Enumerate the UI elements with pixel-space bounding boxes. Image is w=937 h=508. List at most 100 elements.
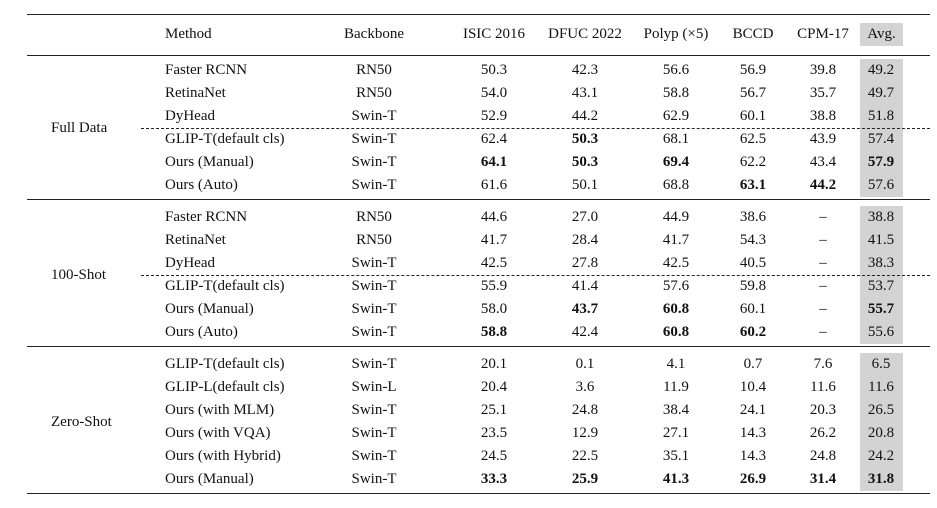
value-cell: 62.2	[739, 154, 767, 170]
value-cell: 12.9	[571, 425, 599, 441]
value-cell: 60.1	[739, 108, 767, 124]
method-cell: Ours (Auto)	[165, 177, 238, 193]
top-rule	[27, 14, 930, 15]
value-cell: 4.1	[666, 356, 686, 372]
value-cell: 50.3	[571, 131, 599, 147]
value-cell: 41.4	[571, 278, 599, 294]
method-cell: Faster RCNN	[165, 62, 248, 78]
column-header: BCCD	[732, 26, 774, 42]
avg-cell: 51.8	[867, 108, 895, 124]
value-cell: 25.1	[480, 402, 508, 418]
avg-column-highlight	[860, 353, 903, 491]
value-cell: 44.6	[480, 209, 508, 225]
column-header: Polyp (×5)	[643, 26, 709, 42]
value-cell: 58.0	[480, 301, 508, 317]
value-cell: 0.7	[743, 356, 763, 372]
column-header: Backbone	[344, 26, 404, 42]
bottom-rule	[27, 493, 930, 494]
value-cell: 56.9	[739, 62, 767, 78]
value-cell: 25.9	[571, 471, 599, 487]
value-cell: 62.5	[739, 131, 767, 147]
value-cell: 14.3	[739, 448, 767, 464]
method-cell: DyHead	[165, 108, 215, 124]
value-cell: 54.0	[480, 85, 508, 101]
avg-cell: 55.7	[867, 301, 895, 317]
value-cell: –	[819, 324, 827, 340]
value-cell: 42.5	[480, 255, 508, 271]
value-cell: 24.8	[571, 402, 599, 418]
value-cell: 24.8	[809, 448, 837, 464]
value-cell: 26.2	[809, 425, 837, 441]
method-cell: Ours (Manual)	[165, 154, 254, 170]
value-cell: –	[819, 209, 827, 225]
value-cell: 20.3	[809, 402, 837, 418]
value-cell: 44.2	[571, 108, 599, 124]
value-cell: 44.2	[809, 177, 837, 193]
value-cell: 39.8	[809, 62, 837, 78]
method-cell: GLIP-L(default cls)	[165, 379, 285, 395]
backbone-cell: RN50	[356, 85, 392, 101]
value-cell: 43.7	[571, 301, 599, 317]
value-cell: 31.4	[809, 471, 837, 487]
value-cell: 11.6	[810, 379, 836, 395]
value-cell: 57.6	[662, 278, 690, 294]
backbone-cell: RN50	[356, 62, 392, 78]
avg-cell: 49.7	[867, 85, 895, 101]
backbone-cell: Swin-T	[351, 278, 397, 294]
value-cell: –	[819, 301, 827, 317]
value-cell: 60.8	[662, 324, 690, 340]
value-cell: 35.7	[809, 85, 837, 101]
value-cell: 41.7	[480, 232, 508, 248]
value-cell: 35.1	[662, 448, 690, 464]
value-cell: 60.2	[739, 324, 767, 340]
method-cell: GLIP-T(default cls)	[165, 131, 285, 147]
backbone-cell: Swin-T	[351, 154, 397, 170]
avg-cell: 38.3	[867, 255, 895, 271]
value-cell: 20.1	[480, 356, 508, 372]
value-cell: 60.8	[662, 301, 690, 317]
backbone-cell: Swin-T	[351, 402, 397, 418]
value-cell: 38.6	[739, 209, 767, 225]
method-cell: Ours (Manual)	[165, 301, 254, 317]
group-label: Zero-Shot	[51, 413, 112, 430]
backbone-cell: Swin-T	[351, 255, 397, 271]
value-cell: 24.1	[739, 402, 767, 418]
avg-cell: 55.6	[867, 324, 895, 340]
value-cell: 50.3	[571, 154, 599, 170]
backbone-cell: Swin-T	[351, 356, 397, 372]
method-cell: Faster RCNN	[165, 209, 248, 225]
value-cell: 58.8	[662, 85, 690, 101]
value-cell: 27.0	[571, 209, 599, 225]
value-cell: 59.8	[739, 278, 767, 294]
method-cell: DyHead	[165, 255, 215, 271]
avg-cell: 49.2	[867, 62, 895, 78]
backbone-cell: Swin-T	[351, 177, 397, 193]
backbone-cell: Swin-T	[351, 131, 397, 147]
value-cell: 50.1	[571, 177, 599, 193]
value-cell: 24.5	[480, 448, 508, 464]
value-cell: 68.1	[662, 131, 690, 147]
value-cell: 58.8	[480, 324, 508, 340]
value-cell: 43.9	[809, 131, 837, 147]
value-cell: 3.6	[575, 379, 595, 395]
header-rule	[27, 55, 930, 56]
avg-cell: 31.8	[867, 471, 895, 487]
method-cell: Ours (Manual)	[165, 471, 254, 487]
avg-cell: 20.8	[867, 425, 895, 441]
column-header: Method	[165, 26, 212, 42]
backbone-cell: Swin-T	[351, 425, 397, 441]
value-cell: 38.8	[809, 108, 837, 124]
value-cell: 44.9	[662, 209, 690, 225]
method-cell: GLIP-T(default cls)	[165, 356, 285, 372]
backbone-cell: Swin-L	[351, 379, 397, 395]
value-cell: 0.1	[575, 356, 595, 372]
column-header: ISIC 2016	[462, 26, 526, 42]
value-cell: 28.4	[571, 232, 599, 248]
avg-cell: 57.6	[867, 177, 895, 193]
column-header: DFUC 2022	[548, 26, 622, 42]
value-cell: 14.3	[739, 425, 767, 441]
value-cell: 60.1	[739, 301, 767, 317]
value-cell: 52.9	[480, 108, 508, 124]
value-cell: 22.5	[571, 448, 599, 464]
value-cell: 63.1	[739, 177, 767, 193]
